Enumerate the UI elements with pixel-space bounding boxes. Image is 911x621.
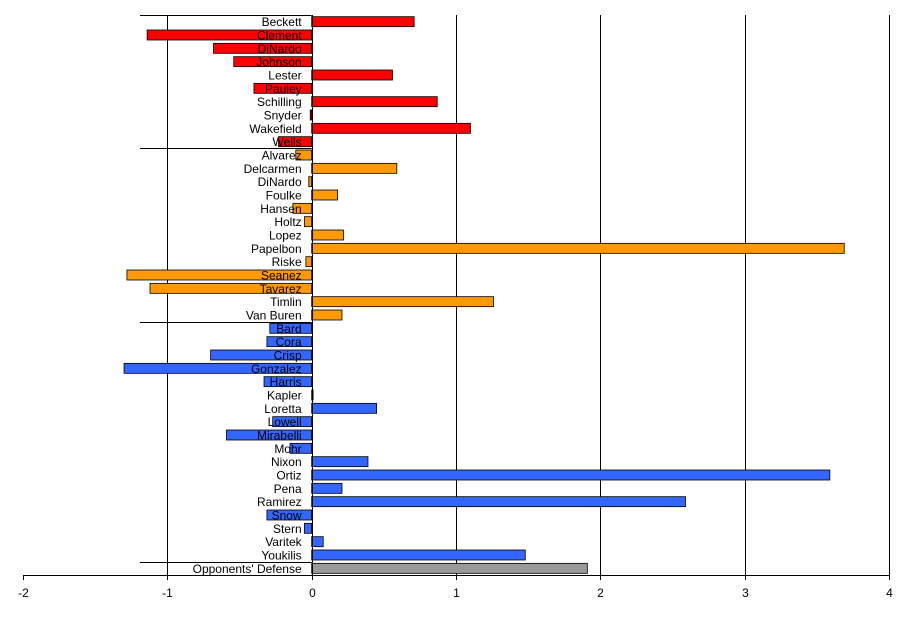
x-tick-label: 4 [886,586,893,600]
bar [292,202,313,214]
category-label: Stern [273,522,302,536]
bar [311,536,324,548]
category-label: Foulke [266,189,302,203]
bar [210,349,313,361]
category-label: Pauley [265,82,302,96]
bar [311,16,415,28]
bar [289,442,313,454]
bar [311,562,588,574]
bar [126,269,313,281]
bar [304,216,313,228]
bar [233,56,313,68]
category-label: Snyder [264,109,302,123]
x-tick-label: 1 [453,586,460,600]
bar [311,122,471,134]
category-label: Bard [276,322,301,336]
bar [311,296,494,308]
category-label: DiNardo [258,175,302,189]
category-label: Alvarez [262,149,302,163]
bar [311,549,526,561]
bar [311,229,344,241]
category-label: Beckett [262,15,303,29]
bar [304,522,313,534]
category-label: Schilling [257,95,302,109]
x-tick-label: 3 [742,586,749,600]
category-label: Lopez [269,229,302,243]
bar [253,82,313,94]
category-label: Tavarez [260,282,302,296]
category-label: Van Buren [246,309,302,323]
bar [263,376,313,388]
category-label: Pena [274,482,302,496]
bar [311,402,378,414]
bar [123,362,313,374]
bar [308,176,313,188]
bars [123,16,845,574]
x-tick-label: -2 [18,586,29,600]
grid-lines [140,15,890,575]
category-label: Ortiz [276,469,301,483]
bar [311,69,393,81]
bar [311,189,339,201]
bar [311,482,343,494]
category-label: Holtz [274,215,301,229]
bar [272,416,313,428]
bar [278,136,313,148]
category-label: Ramirez [257,495,302,509]
bar [226,429,313,441]
bar [213,42,313,54]
category-label: Snow [272,509,302,523]
category-labels: BeckettClementDiNardoJohnsonLesterPauley… [193,15,303,576]
category-label: Wells [273,135,302,149]
x-tick-label: -1 [162,586,173,600]
x-axis: -2 -1 0 1 2 3 4 [18,15,893,600]
bar [266,509,313,521]
category-label: Mohr [274,442,301,456]
bar [311,469,831,481]
category-label: Papelbon [251,242,302,256]
bar [149,282,313,294]
category-label: Opponents' Defense [193,562,302,576]
category-label: Seanez [261,269,302,283]
category-label: Nixon [271,455,302,469]
category-label: Clement [257,29,302,43]
bar [309,109,313,121]
bar [311,162,398,174]
category-label: Johnson [256,55,301,69]
category-label: Lowell [268,415,302,429]
category-label: Mirabelli [257,429,302,443]
x-tick-label: 2 [597,586,604,600]
category-label: Riske [272,255,302,269]
category-label: Crisp [274,349,302,363]
bar [266,336,313,348]
category-label: Loretta [264,402,302,416]
category-label: Hansen [260,202,301,216]
category-label: Lester [268,69,301,83]
category-label: Timlin [270,295,302,309]
category-label: Gonzalez [251,362,302,376]
bar [311,496,686,508]
bar [146,29,313,41]
bar [295,149,313,161]
category-label: Kapler [267,389,302,403]
bar [305,256,313,268]
bar [311,309,343,321]
bar [311,242,845,254]
category-label: DiNardo [258,42,302,56]
category-label: Harris [270,375,302,389]
bar [311,96,438,108]
bar [311,456,369,468]
category-label: Youkilis [261,549,301,563]
category-label: Cora [276,335,302,349]
bar [269,322,313,334]
category-label: Delcarmen [244,162,302,176]
category-label: Wakefield [249,122,301,136]
x-tick-label: 0 [309,586,316,600]
category-label: Varitek [265,535,302,549]
